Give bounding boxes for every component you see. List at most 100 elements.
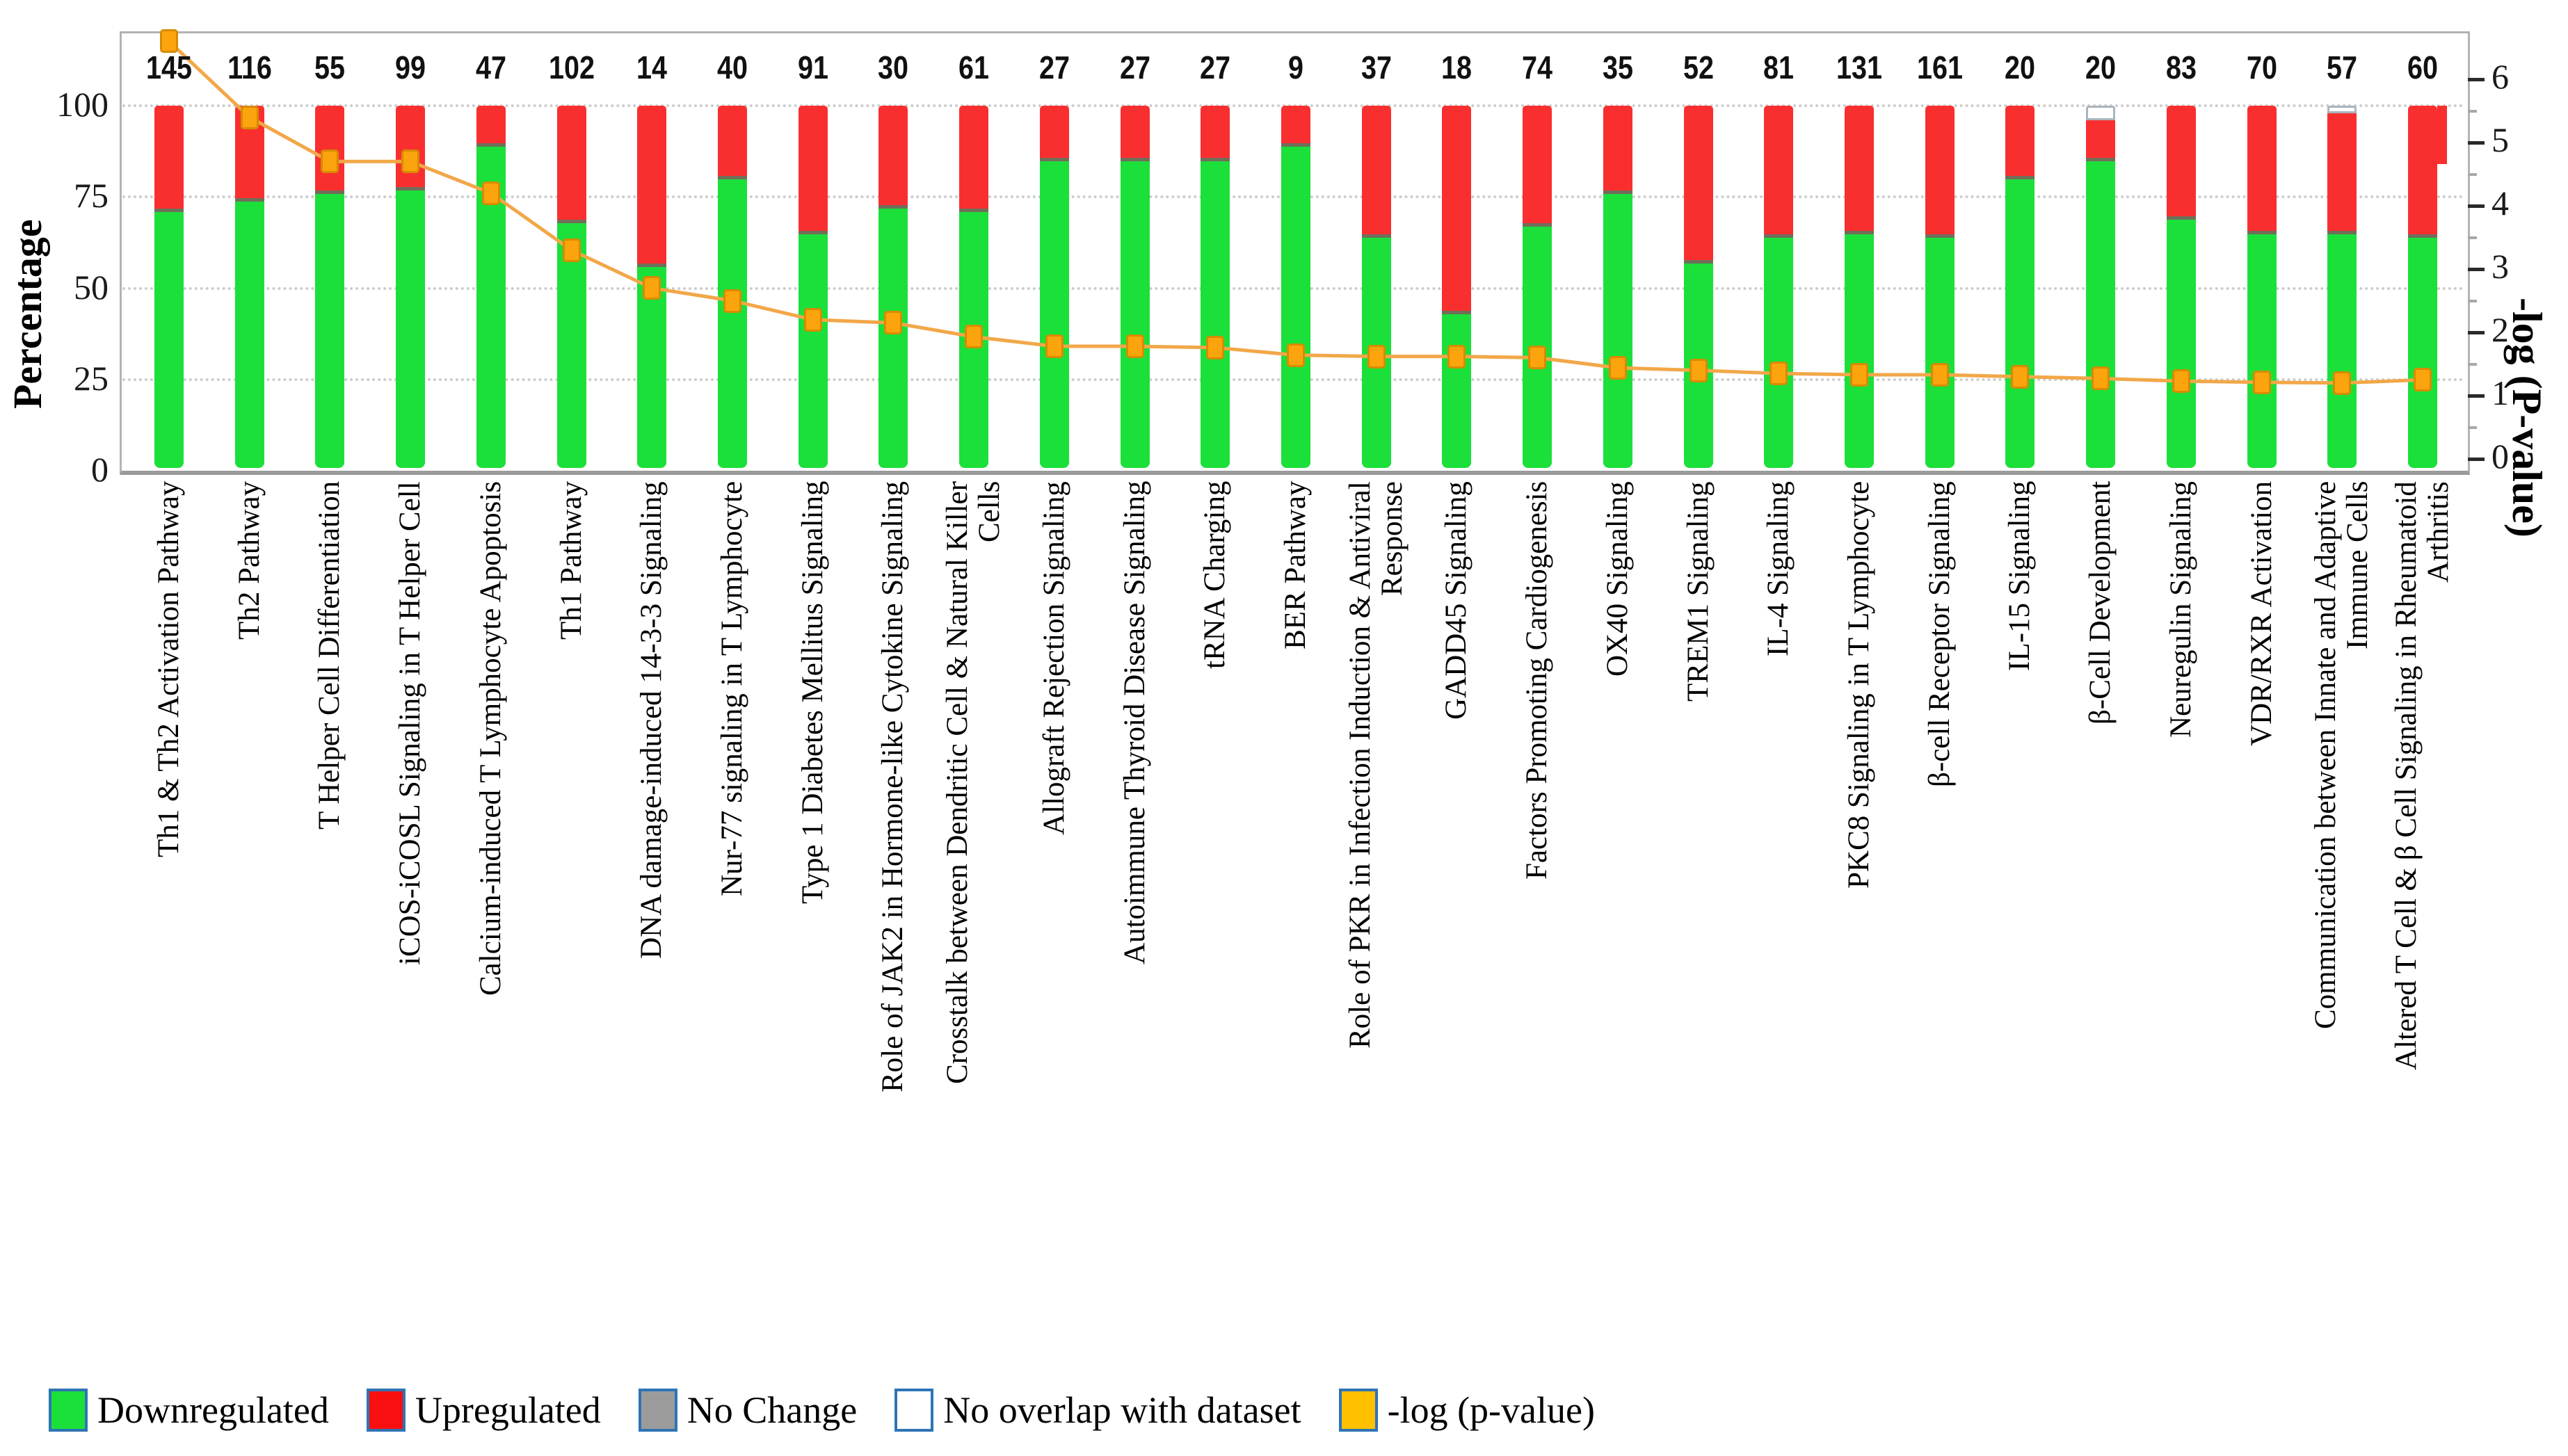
pvalue-marker <box>481 181 500 205</box>
gene-count-label: 99 <box>395 49 426 86</box>
pvalue-marker <box>1528 346 1547 370</box>
gene-count-label: 9 <box>1287 49 1303 86</box>
bar-segment-upregulated <box>1120 106 1150 161</box>
bar-segment-no-change <box>2327 230 2357 234</box>
bar-segment-upregulated <box>2086 120 2116 161</box>
bar-segment-upregulated <box>1523 106 1552 227</box>
gene-count-label: 47 <box>475 49 506 86</box>
bar-segment-upregulated <box>1442 106 1472 314</box>
legend-swatch-upregulated <box>366 1389 406 1432</box>
bar-segment-upregulated <box>2005 106 2035 179</box>
legend: Downregulated Upregulated No Change No over… <box>49 1382 1595 1438</box>
bar-segment-no-change <box>1442 311 1472 315</box>
bar-segment-no-overlap <box>2086 106 2116 120</box>
bar-segment-upregulated <box>2166 106 2196 219</box>
right-axis-tick-label: 6 <box>2491 57 2509 96</box>
pvalue-marker <box>1608 355 1627 380</box>
pvalue-marker <box>2333 371 2352 395</box>
bar-segment-downregulated <box>1764 237 1794 468</box>
pvalue-marker <box>2011 364 2030 389</box>
right-axis-tick-label: 3 <box>2491 247 2509 286</box>
right-axis-tick-mark <box>2468 394 2485 398</box>
bar-segment-downregulated <box>396 189 426 468</box>
right-axis-tick-label: 1 <box>2491 373 2509 412</box>
bar-segment-downregulated <box>1281 145 1310 468</box>
legend-swatch-downregulated <box>49 1389 88 1432</box>
bar-segment-downregulated <box>1120 160 1150 468</box>
bar-segment-downregulated <box>1039 160 1069 468</box>
gene-count-label: 40 <box>716 49 748 86</box>
bar-segment-downregulated <box>234 200 264 468</box>
bar-segment-no-change <box>476 143 506 147</box>
pvalue-line-path <box>168 40 2423 385</box>
bar-segment-no-change <box>2407 234 2437 238</box>
bar-segment-downregulated <box>556 223 586 468</box>
gene-count-label: 37 <box>1361 49 1392 86</box>
bar-segment-no-change <box>556 220 586 223</box>
gene-count-label: 20 <box>2085 49 2117 86</box>
pvalue-marker <box>321 149 339 174</box>
bar-segment-downregulated <box>154 211 184 468</box>
bar-segment-upregulated <box>1201 106 1230 161</box>
pvalue-marker <box>803 307 822 332</box>
bar-segment-upregulated <box>2407 106 2437 237</box>
pvalue-marker <box>2092 366 2110 391</box>
pvalue-marker <box>1689 358 1708 382</box>
bar-segment-no-change <box>1925 234 1955 238</box>
bar-segment-no-change <box>959 209 989 213</box>
right-axis-tick-label: 2 <box>2491 310 2509 349</box>
bar-segment-no-change <box>1844 230 1874 234</box>
right-axis-minor-tick <box>2468 362 2477 366</box>
bar-segment-upregulated <box>1683 106 1713 263</box>
bar-segment-upregulated <box>1361 106 1391 237</box>
gene-count-label: 131 <box>1836 49 1882 86</box>
bar-segment-upregulated <box>396 106 426 190</box>
bar-segment-upregulated <box>1764 106 1794 237</box>
bar-segment-upregulated <box>2247 106 2277 234</box>
gene-count-label: 27 <box>1119 49 1150 86</box>
gene-count-label: 14 <box>636 49 668 86</box>
bar-segment-upregulated <box>1281 106 1310 146</box>
pvalue-marker <box>562 238 581 262</box>
legend-label: No Change <box>687 1389 858 1431</box>
right-axis-minor-tick <box>2468 109 2477 113</box>
pvalue-marker <box>1367 344 1386 369</box>
gene-count-label: 116 <box>227 49 272 86</box>
bar-segment-downregulated <box>1844 233 1874 468</box>
bar-segment-upregulated <box>315 106 345 193</box>
bar-segment-no-change <box>2166 216 2196 220</box>
bar-segment-upregulated <box>1925 106 1955 237</box>
legend-item: Downregulated <box>49 1389 329 1432</box>
right-axis-tick-mark <box>2468 141 2485 145</box>
right-axis-minor-tick <box>2468 426 2477 429</box>
pvalue-marker <box>2413 368 2432 392</box>
bar-segment-no-change <box>396 186 426 191</box>
bar-segment-upregulated <box>476 106 506 146</box>
right-axis-minor-tick <box>2468 299 2477 302</box>
bar-segment-downregulated <box>2005 179 2035 468</box>
bar-segment-downregulated <box>1603 193 1632 468</box>
right-axis-tick-label: 0 <box>2491 437 2509 476</box>
bar-segment-downregulated <box>1925 237 1955 468</box>
bar-segment-no-change <box>1039 157 1069 161</box>
gene-count-label: 145 <box>145 49 193 86</box>
bar-segment-downregulated <box>2247 233 2277 468</box>
bar-segment-downregulated <box>878 208 908 468</box>
right-axis-minor-tick <box>2468 172 2477 176</box>
pvalue-marker <box>884 311 903 335</box>
bar-segment-upregulated <box>556 106 586 223</box>
bar-segment-upregulated <box>1844 106 1874 234</box>
bar-segment-no-change <box>315 191 345 194</box>
gene-count-label: 35 <box>1602 49 1633 86</box>
pvalue-marker <box>1769 362 1788 386</box>
pvalue-marker <box>2172 369 2190 394</box>
bar-segment-downregulated <box>717 179 747 468</box>
gene-count-label: 70 <box>2246 49 2277 86</box>
bar-segment-no-change <box>1603 191 1632 194</box>
bar-segment-downregulated <box>315 193 345 468</box>
pvalue-marker <box>643 276 661 300</box>
gene-count-label: 60 <box>2407 49 2438 86</box>
gene-count-label: 102 <box>548 49 595 86</box>
legend-label: Upregulated <box>415 1389 601 1431</box>
